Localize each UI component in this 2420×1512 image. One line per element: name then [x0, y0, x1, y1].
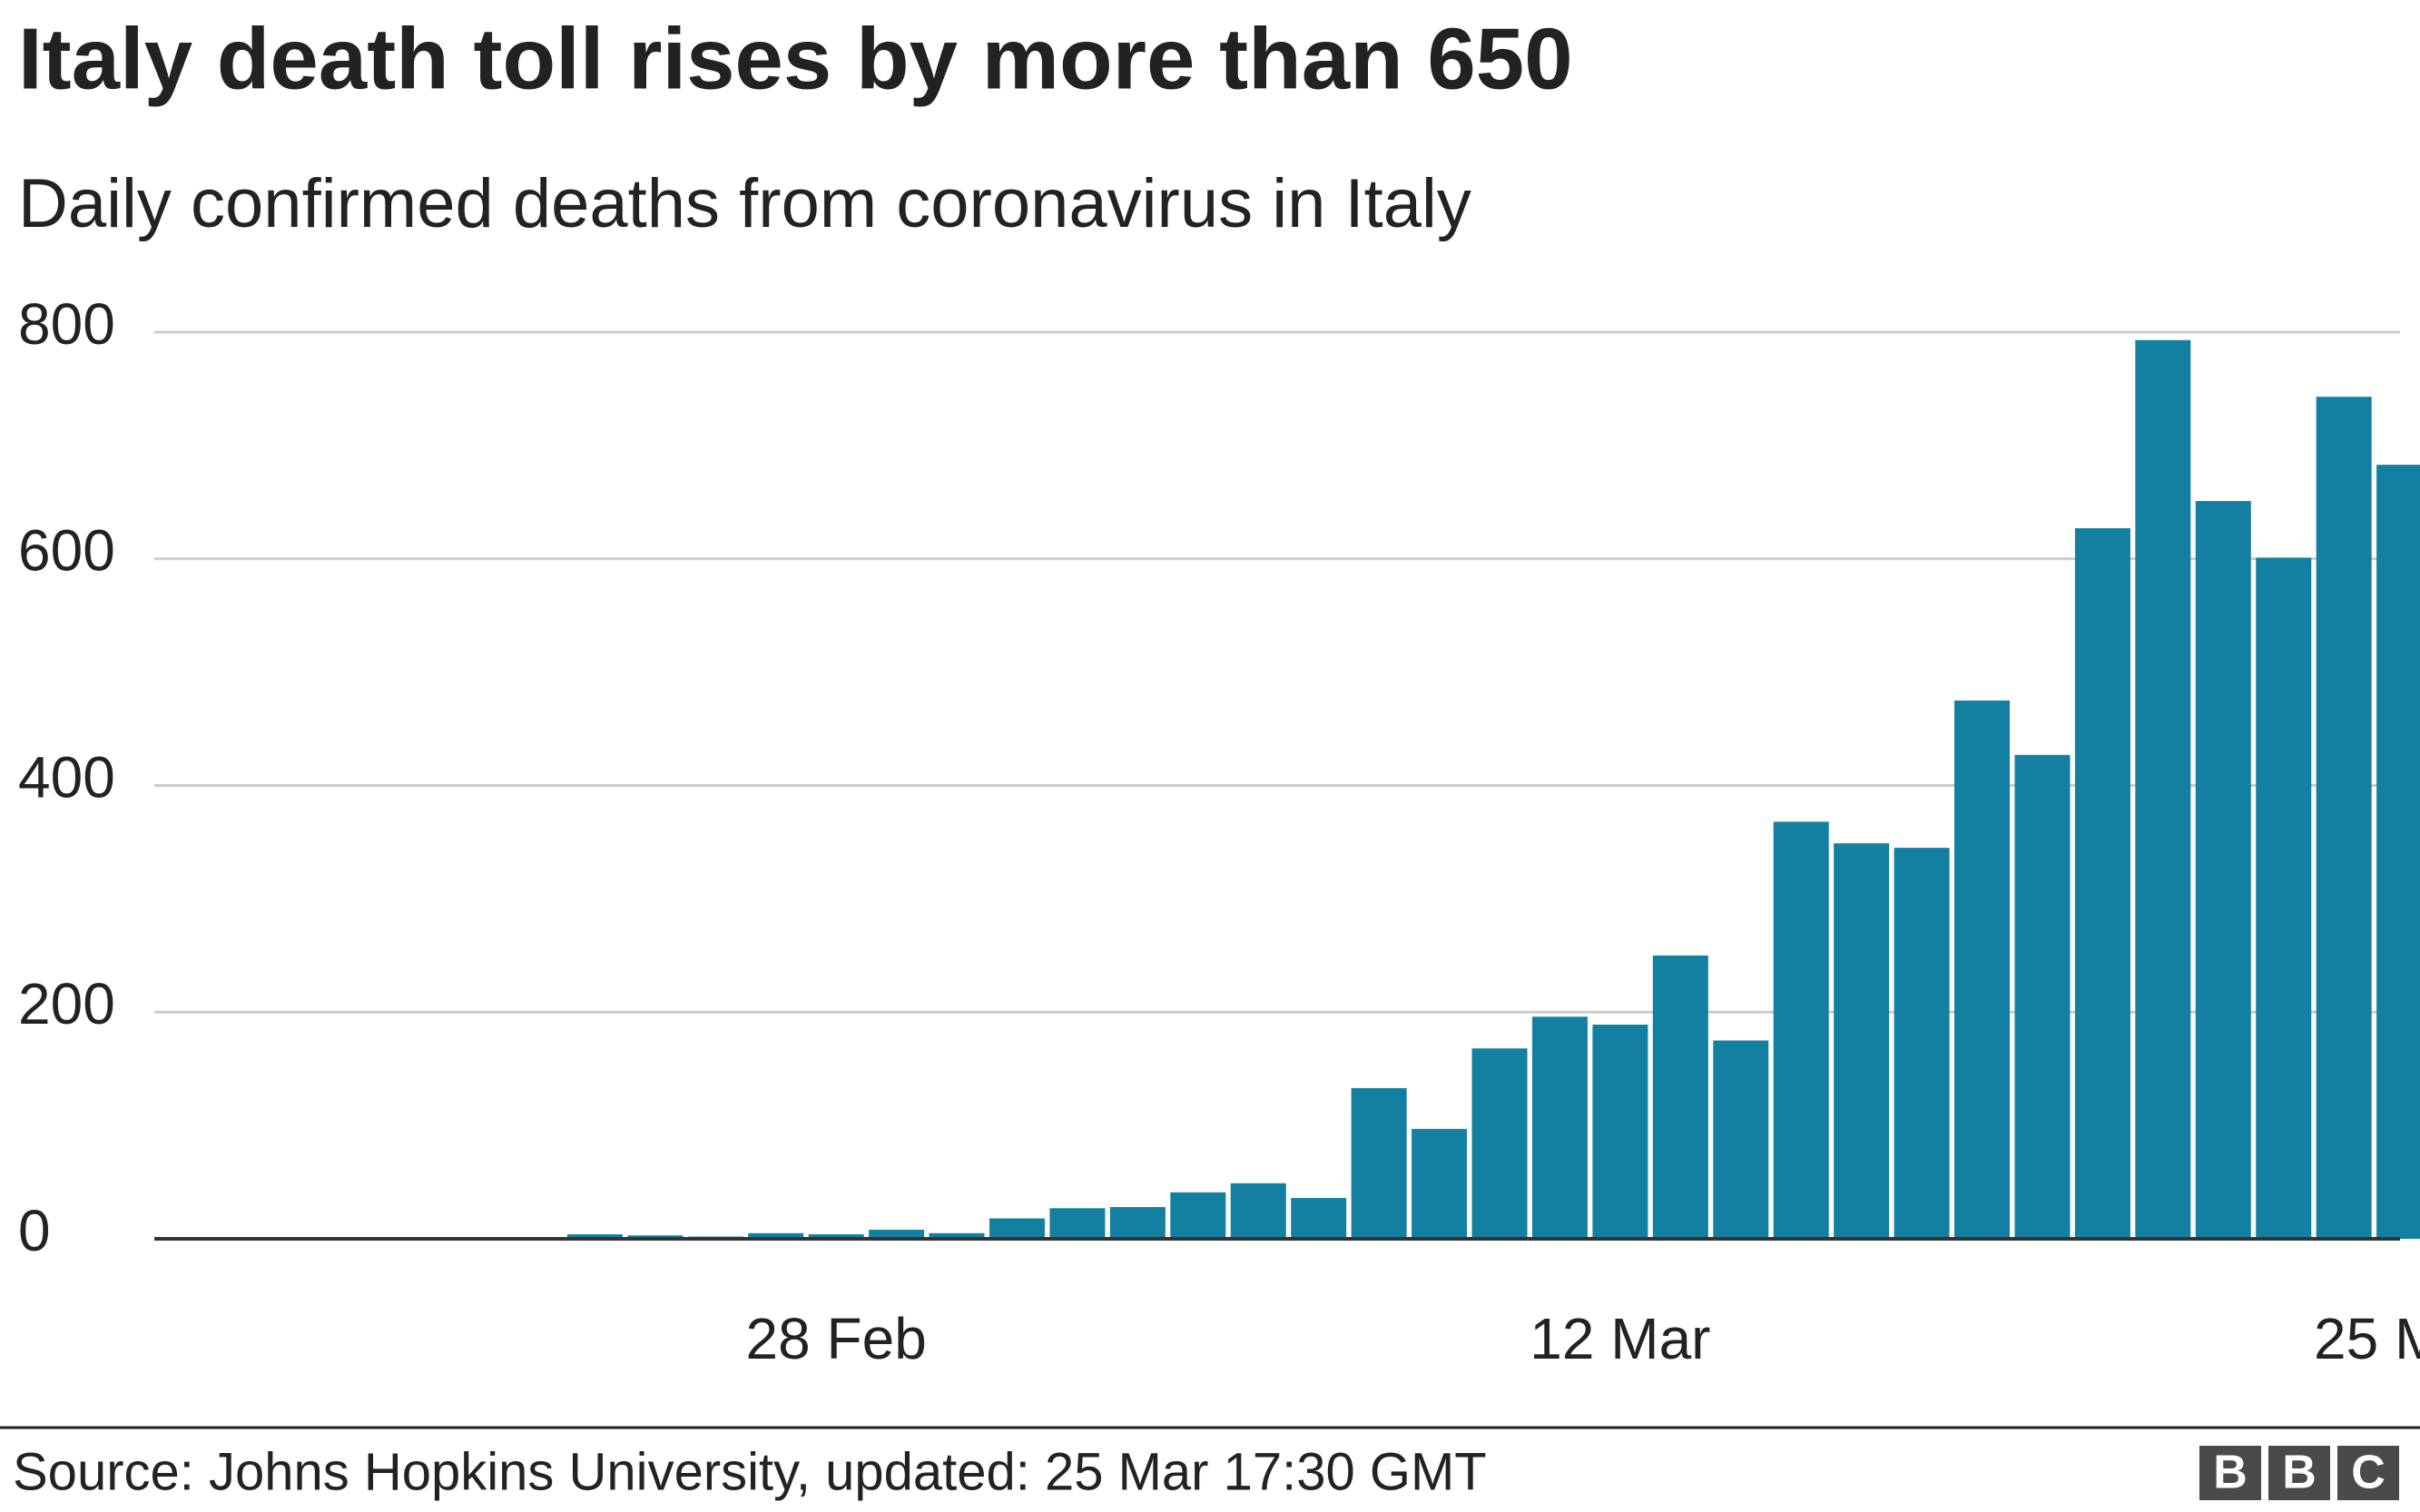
bar: [1471, 1048, 1528, 1239]
bar: [1713, 1040, 1769, 1239]
bar: [2135, 339, 2191, 1240]
logo-letter: B: [2282, 1447, 2317, 1499]
chart-subtitle: Daily confirmed deaths from coronavirus …: [18, 165, 1471, 242]
y-tick-label: 0: [18, 1198, 51, 1263]
logo-letter: B: [2213, 1447, 2248, 1499]
y-tick-label: 600: [18, 518, 115, 584]
x-tick-label: 12 Mar: [1530, 1306, 1710, 1371]
bar: [1412, 1128, 1468, 1239]
y-tick-label: 800: [18, 291, 115, 357]
bar: [1834, 843, 1890, 1239]
logo-box: [2337, 1446, 2399, 1500]
bar: [2316, 397, 2372, 1240]
bar: [2376, 465, 2420, 1239]
bar: [1592, 1024, 1648, 1239]
x-tick-label: 25 Mar: [2314, 1306, 2420, 1371]
bar: [1351, 1087, 1407, 1239]
bar: [2014, 754, 2071, 1239]
bar: [1170, 1192, 1226, 1239]
bar: [1773, 821, 1829, 1239]
bar: [748, 1232, 804, 1239]
bar: [1954, 700, 2011, 1239]
logo-box: [2268, 1446, 2330, 1500]
bar: [1230, 1183, 1286, 1239]
bar: [2195, 501, 2251, 1239]
chart-title: Italy death toll rises by more than 650: [18, 10, 1573, 107]
bar: [929, 1232, 985, 1239]
bar: [1291, 1198, 1347, 1239]
bar: [1049, 1208, 1106, 1239]
y-tick-label: 200: [18, 971, 115, 1036]
bar: [2074, 528, 2130, 1239]
bar: [2256, 557, 2312, 1239]
source: Source: Johns Hopkins University, update…: [13, 1442, 1487, 1501]
logo-box: [2199, 1446, 2261, 1500]
bar: [566, 1234, 623, 1239]
logo-letter: C: [2351, 1447, 2386, 1499]
bar: [1652, 955, 1708, 1239]
bar: [1894, 848, 1950, 1239]
bar: [869, 1230, 925, 1239]
bar: [1531, 1016, 1588, 1239]
bar: [808, 1234, 864, 1239]
x-tick-label: 28 Feb: [746, 1306, 927, 1371]
bar: [989, 1218, 1045, 1239]
bar: [1109, 1207, 1166, 1239]
y-tick-label: 400: [18, 744, 115, 810]
